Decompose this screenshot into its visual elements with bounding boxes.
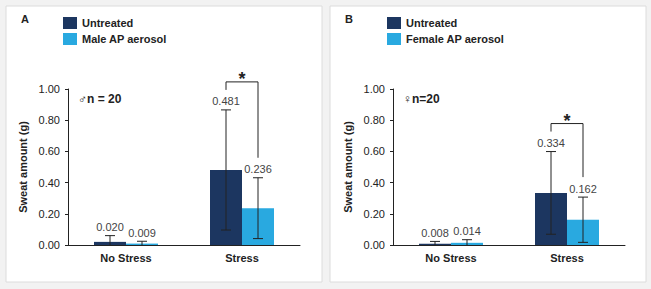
svg-text:Sweat amount (g): Sweat amount (g) bbox=[17, 121, 29, 213]
svg-text:A: A bbox=[21, 13, 29, 25]
svg-text:0.60: 0.60 bbox=[39, 145, 60, 157]
svg-text:0.80: 0.80 bbox=[364, 114, 385, 126]
svg-text:0.20: 0.20 bbox=[364, 208, 385, 220]
svg-text:Female AP aerosol: Female AP aerosol bbox=[406, 33, 504, 45]
svg-text:*: * bbox=[563, 111, 570, 131]
svg-text:B: B bbox=[345, 13, 353, 25]
svg-text:0.40: 0.40 bbox=[39, 177, 60, 189]
svg-text:♂n = 20: ♂n = 20 bbox=[78, 92, 122, 106]
svg-text:*: * bbox=[238, 69, 245, 89]
svg-text:0.00: 0.00 bbox=[364, 239, 385, 251]
svg-text:0.009: 0.009 bbox=[128, 227, 156, 239]
svg-text:0.00: 0.00 bbox=[39, 239, 60, 251]
svg-text:♀n=20: ♀n=20 bbox=[403, 92, 440, 106]
svg-text:1.00: 1.00 bbox=[364, 83, 385, 95]
svg-text:0.80: 0.80 bbox=[39, 114, 60, 126]
svg-text:Stress: Stress bbox=[225, 252, 259, 264]
svg-text:0.481: 0.481 bbox=[212, 95, 240, 107]
svg-text:No Stress: No Stress bbox=[425, 252, 476, 264]
svg-text:0.020: 0.020 bbox=[96, 221, 124, 233]
svg-text:Stress: Stress bbox=[550, 252, 584, 264]
svg-text:0.236: 0.236 bbox=[244, 163, 272, 175]
svg-text:1.00: 1.00 bbox=[39, 83, 60, 95]
svg-text:Sweat amount (g): Sweat amount (g) bbox=[342, 121, 354, 213]
svg-text:0.334: 0.334 bbox=[537, 137, 565, 149]
svg-text:No Stress: No Stress bbox=[100, 252, 151, 264]
svg-text:Male AP aerosol: Male AP aerosol bbox=[82, 33, 166, 45]
svg-text:0.008: 0.008 bbox=[421, 227, 449, 239]
svg-text:0.40: 0.40 bbox=[364, 177, 385, 189]
svg-text:0.162: 0.162 bbox=[569, 183, 597, 195]
svg-text:Untreated: Untreated bbox=[82, 17, 133, 29]
svg-text:Untreated: Untreated bbox=[406, 17, 457, 29]
svg-text:0.20: 0.20 bbox=[39, 208, 60, 220]
svg-text:0.60: 0.60 bbox=[364, 145, 385, 157]
svg-text:0.014: 0.014 bbox=[453, 225, 481, 237]
